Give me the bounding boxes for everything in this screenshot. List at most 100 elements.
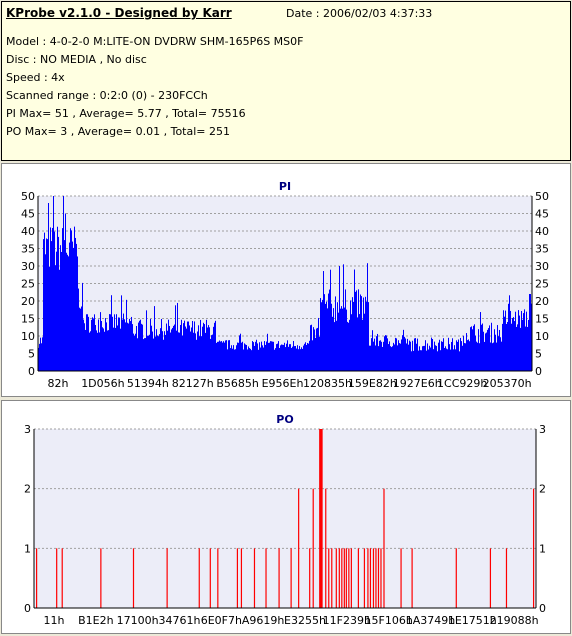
pi-bar bbox=[444, 347, 445, 371]
pi-bar bbox=[472, 329, 473, 371]
disc-line: Disc : NO MEDIA , No disc bbox=[6, 53, 147, 66]
pi-bar bbox=[195, 333, 196, 371]
pi-bar bbox=[420, 350, 421, 371]
pi-bar bbox=[188, 321, 189, 371]
pi-bar bbox=[158, 336, 159, 371]
pi-bar bbox=[314, 329, 315, 371]
po-bar bbox=[411, 548, 413, 608]
pi-bar bbox=[76, 243, 77, 371]
pi-bar bbox=[311, 324, 312, 371]
pi-bar bbox=[113, 327, 114, 371]
pi-bar bbox=[397, 345, 398, 371]
pi-bar bbox=[376, 336, 377, 371]
po-bar bbox=[198, 548, 200, 608]
y-tick-label-right: 1 bbox=[539, 542, 546, 555]
pi-bar bbox=[254, 345, 255, 371]
po-bar bbox=[350, 548, 352, 608]
po-bar bbox=[375, 548, 377, 608]
pi-bar bbox=[483, 331, 484, 371]
pi-bar bbox=[131, 316, 132, 371]
po-bar bbox=[312, 488, 314, 608]
po-bar bbox=[338, 548, 340, 608]
pi-bar bbox=[181, 319, 182, 371]
pi-bar bbox=[229, 340, 230, 371]
pi-bar bbox=[64, 240, 65, 371]
pi-bar bbox=[202, 326, 203, 371]
pi-bar bbox=[437, 351, 438, 371]
pi-bar bbox=[65, 213, 66, 371]
pi-bar bbox=[306, 345, 307, 371]
pi-bar bbox=[90, 331, 91, 371]
pi-bar bbox=[97, 332, 98, 371]
x-tick-label: 1927E6h bbox=[393, 377, 442, 390]
pi-bar bbox=[69, 242, 70, 371]
pi-bar bbox=[237, 342, 238, 371]
pi-bar bbox=[300, 349, 301, 371]
y-tick-label-left: 20 bbox=[21, 295, 35, 308]
pi-bar bbox=[519, 315, 520, 371]
pi-bar bbox=[101, 320, 102, 371]
pi-bar bbox=[290, 344, 291, 371]
pi-bar bbox=[147, 335, 148, 371]
pi-bar bbox=[179, 332, 180, 371]
y-tick-label-left: 1 bbox=[24, 542, 31, 555]
pi-bar bbox=[497, 325, 498, 371]
pi-bar bbox=[180, 324, 181, 371]
pi-bar bbox=[361, 296, 362, 371]
pi-bar bbox=[507, 321, 508, 371]
pi-bar bbox=[505, 310, 506, 371]
pi-bar bbox=[452, 338, 453, 371]
pi-bar bbox=[500, 337, 501, 371]
pi-bar bbox=[419, 346, 420, 371]
pi-bar bbox=[120, 328, 121, 371]
pi-bar bbox=[422, 346, 423, 371]
pi-bar bbox=[465, 343, 466, 371]
po-chart: PO 0 0 1 1 2 2 3 3 11h B1E2h 17100h 34761h 6E0F7h A961… bbox=[2, 401, 570, 633]
pi-bar bbox=[312, 340, 313, 371]
pi-bar bbox=[149, 334, 150, 371]
pi-bar bbox=[93, 318, 94, 371]
pi-bar bbox=[91, 319, 92, 371]
pi-bar bbox=[418, 350, 419, 371]
pi-bar bbox=[489, 325, 490, 371]
pi-bar bbox=[448, 337, 449, 371]
pi-bar bbox=[105, 318, 106, 371]
pi-bar bbox=[414, 338, 415, 371]
pi-bar bbox=[343, 264, 344, 371]
pi-bar bbox=[167, 330, 168, 371]
pi-bar bbox=[52, 227, 53, 371]
pi-bar bbox=[162, 331, 163, 371]
pi-bar bbox=[192, 320, 193, 371]
pi-bar bbox=[263, 347, 264, 371]
y-tick-label-right: 20 bbox=[535, 295, 549, 308]
pi-bar bbox=[256, 339, 257, 371]
pi-bar bbox=[107, 330, 108, 371]
pi-bar bbox=[160, 328, 161, 371]
pi-bar bbox=[499, 329, 500, 371]
y-tick-label-right: 3 bbox=[539, 423, 546, 436]
y-tick-label-right: 2 bbox=[539, 483, 546, 496]
pi-bar bbox=[201, 336, 202, 371]
pi-bar bbox=[121, 295, 122, 371]
pi-bar bbox=[400, 343, 401, 371]
pi-bar bbox=[136, 325, 137, 371]
pi-bar bbox=[279, 347, 280, 371]
pi-bar bbox=[385, 335, 386, 371]
pi-bar bbox=[411, 351, 412, 371]
pi-bar bbox=[238, 342, 239, 371]
pi-bar bbox=[119, 317, 120, 371]
pi-bar bbox=[394, 344, 395, 371]
pi-bar bbox=[318, 317, 319, 371]
pi-bar bbox=[225, 340, 226, 371]
pi-bar bbox=[366, 301, 367, 371]
pi-bar bbox=[430, 347, 431, 371]
po-bar bbox=[61, 548, 63, 608]
pi-bar bbox=[182, 335, 183, 371]
x-tick-label: 120835h bbox=[303, 377, 352, 390]
pi-bar bbox=[521, 310, 522, 371]
po-bar bbox=[343, 548, 345, 608]
pi-bar bbox=[462, 345, 463, 371]
x-tick-label: B1E2h bbox=[78, 614, 113, 627]
pi-bar bbox=[199, 336, 200, 371]
pi-bar bbox=[80, 308, 81, 371]
